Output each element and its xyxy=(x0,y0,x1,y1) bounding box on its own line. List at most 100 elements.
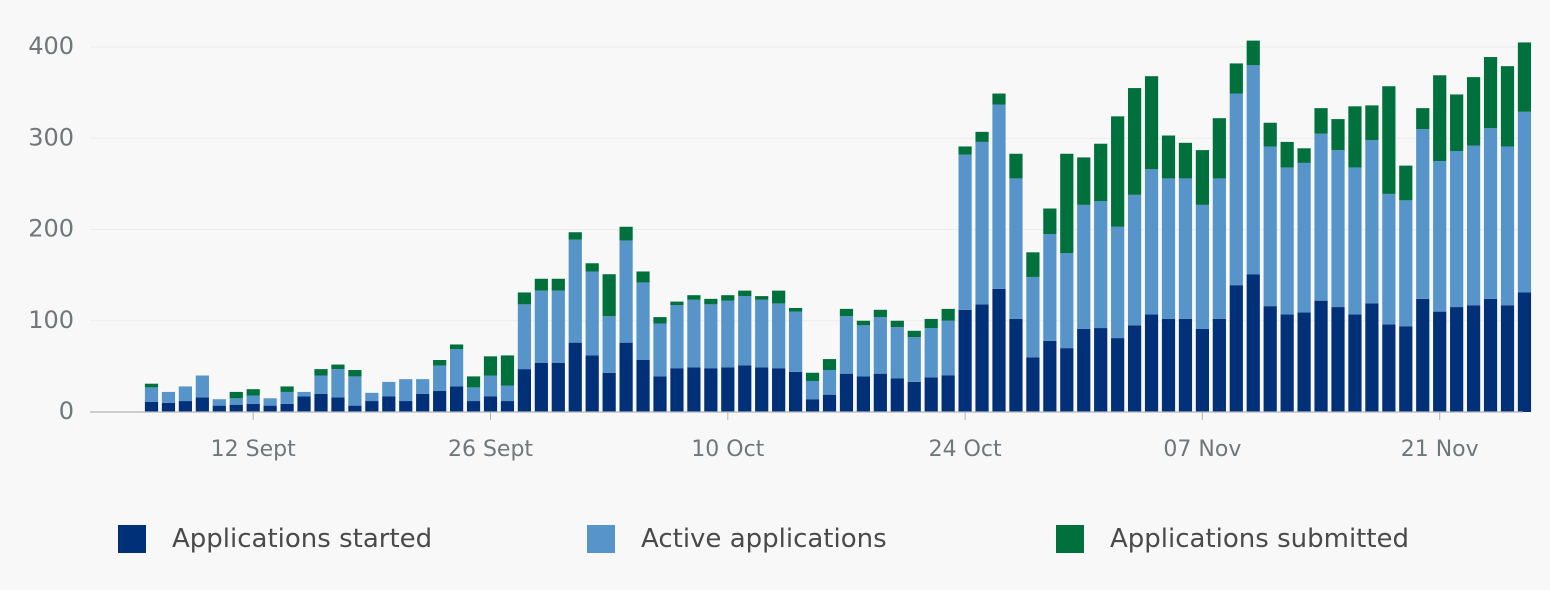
bar-segment-1 xyxy=(755,367,769,412)
bar-segment-3 xyxy=(551,278,565,291)
bar-segment-2 xyxy=(297,391,311,397)
bar-segment-2 xyxy=(805,380,820,400)
bar-segment-1 xyxy=(619,342,633,412)
bar-segment-3 xyxy=(1144,76,1159,170)
bar-segment-3 xyxy=(1416,108,1430,130)
y-tick-label: 100 xyxy=(28,306,74,334)
bar-segment-3 xyxy=(975,131,989,142)
bar-segment-2 xyxy=(1517,111,1532,293)
bar-segment-3 xyxy=(907,330,921,338)
bar-segment-2 xyxy=(280,391,294,404)
bar-segment-2 xyxy=(1178,178,1193,319)
bar-segment-3 xyxy=(1348,106,1362,168)
bar-segment-1 xyxy=(1144,314,1159,412)
y-tick-label: 300 xyxy=(28,123,74,151)
bar-segment-3 xyxy=(924,318,938,329)
bar-segment-2 xyxy=(602,316,616,373)
bar-segment-1 xyxy=(1433,311,1447,412)
bar-segment-2 xyxy=(1433,161,1447,312)
bar-segment-1 xyxy=(1450,307,1464,412)
bar-segment-1 xyxy=(1382,324,1396,412)
bar-segment-1 xyxy=(263,405,277,412)
bar-segment-2 xyxy=(483,375,498,397)
bar-segment-1 xyxy=(1094,328,1108,412)
bar-segment-1 xyxy=(365,401,379,412)
bar-segment-3 xyxy=(1280,141,1294,168)
bar-segment-3 xyxy=(789,307,803,312)
bar-segment-2 xyxy=(924,328,938,378)
bar-segment-3 xyxy=(602,274,616,317)
bar-segment-3 xyxy=(568,232,582,240)
bar-segment-2 xyxy=(568,239,582,343)
bar-segment-1 xyxy=(670,368,684,412)
bar-segment-2 xyxy=(941,320,955,376)
bar-segment-1 xyxy=(636,359,650,412)
bar-segment-3 xyxy=(246,389,260,396)
bar-segment-2 xyxy=(1161,178,1176,319)
x-tick-label: 10 Oct xyxy=(691,437,764,462)
bar-segment-1 xyxy=(534,362,548,412)
bar-segment-2 xyxy=(822,370,837,395)
bar-segment-2 xyxy=(246,395,260,404)
bar-segment-1 xyxy=(212,405,226,412)
bar-segment-2 xyxy=(1365,140,1379,304)
bar-segment-2 xyxy=(1500,146,1515,306)
bar-segment-2 xyxy=(416,379,430,394)
bar-segment-1 xyxy=(1348,314,1362,412)
bar-segment-3 xyxy=(1483,57,1498,129)
bar-segment-3 xyxy=(466,376,481,388)
bar-segment-2 xyxy=(890,327,904,379)
bar-segment-1 xyxy=(873,373,887,412)
bar-segment-3 xyxy=(331,364,345,370)
bar-segment-1 xyxy=(348,405,362,412)
bar-segment-1 xyxy=(1161,318,1176,412)
stacked-bar-chart: 0 100 200 300 400 12 Sept 26 Sept 10 Oct 24 Oct… xyxy=(28,32,1532,462)
bar-segment-2 xyxy=(975,141,989,305)
legend: Applications started Active applications… xyxy=(0,514,1550,564)
y-tick-label: 400 xyxy=(28,32,74,60)
bar-segment-1 xyxy=(1009,318,1023,412)
bar-segment-1 xyxy=(1500,305,1515,412)
bar-segment-3 xyxy=(704,298,718,305)
bar-segment-3 xyxy=(958,146,972,155)
bar-segment-1 xyxy=(856,376,870,412)
bar-segment-1 xyxy=(839,373,854,412)
bar-segment-3 xyxy=(992,93,1006,105)
bar-segment-1 xyxy=(1246,274,1260,412)
bar-segment-3 xyxy=(890,320,904,328)
bar-segment-1 xyxy=(704,368,718,412)
bar-segment-2 xyxy=(144,387,159,402)
bar-segment-2 xyxy=(1246,65,1260,275)
bar-segment-1 xyxy=(1263,306,1277,412)
bar-segment-1 xyxy=(568,342,582,412)
bar-segment-2 xyxy=(721,300,735,368)
bar-segment-2 xyxy=(1467,145,1481,306)
bar-segment-3 xyxy=(500,355,515,386)
bar-segment-1 xyxy=(178,401,192,412)
bar-segment-2 xyxy=(907,337,921,382)
bar-segment-1 xyxy=(229,404,243,412)
bar-segment-1 xyxy=(1280,314,1294,412)
bar-segment-1 xyxy=(975,304,989,412)
bar-segment-3 xyxy=(1314,108,1328,134)
bar-segment-1 xyxy=(805,399,820,412)
bar-segment-1 xyxy=(246,403,260,412)
bar-segment-1 xyxy=(772,368,786,412)
bar-segment-3 xyxy=(772,290,786,304)
bar-segment-1 xyxy=(551,362,565,412)
bar-segment-3 xyxy=(941,308,955,321)
legend-item-applications-submitted: Applications submitted xyxy=(1056,514,1409,564)
bar-segment-1 xyxy=(789,371,803,412)
bar-segment-1 xyxy=(1178,318,1193,412)
bar-segment-2 xyxy=(619,240,633,343)
bar-segment-2 xyxy=(1077,204,1091,329)
bar-segment-1 xyxy=(602,372,616,412)
bar-segment-2 xyxy=(500,385,515,402)
x-tick-label: 21 Nov xyxy=(1401,437,1479,462)
bar-segment-3 xyxy=(805,372,820,381)
axis-layer xyxy=(90,411,1523,420)
x-tick-label: 26 Sept xyxy=(448,437,533,462)
bar-segment-1 xyxy=(1314,300,1328,412)
bar-segment-2 xyxy=(704,304,718,369)
bar-segment-1 xyxy=(280,403,294,412)
